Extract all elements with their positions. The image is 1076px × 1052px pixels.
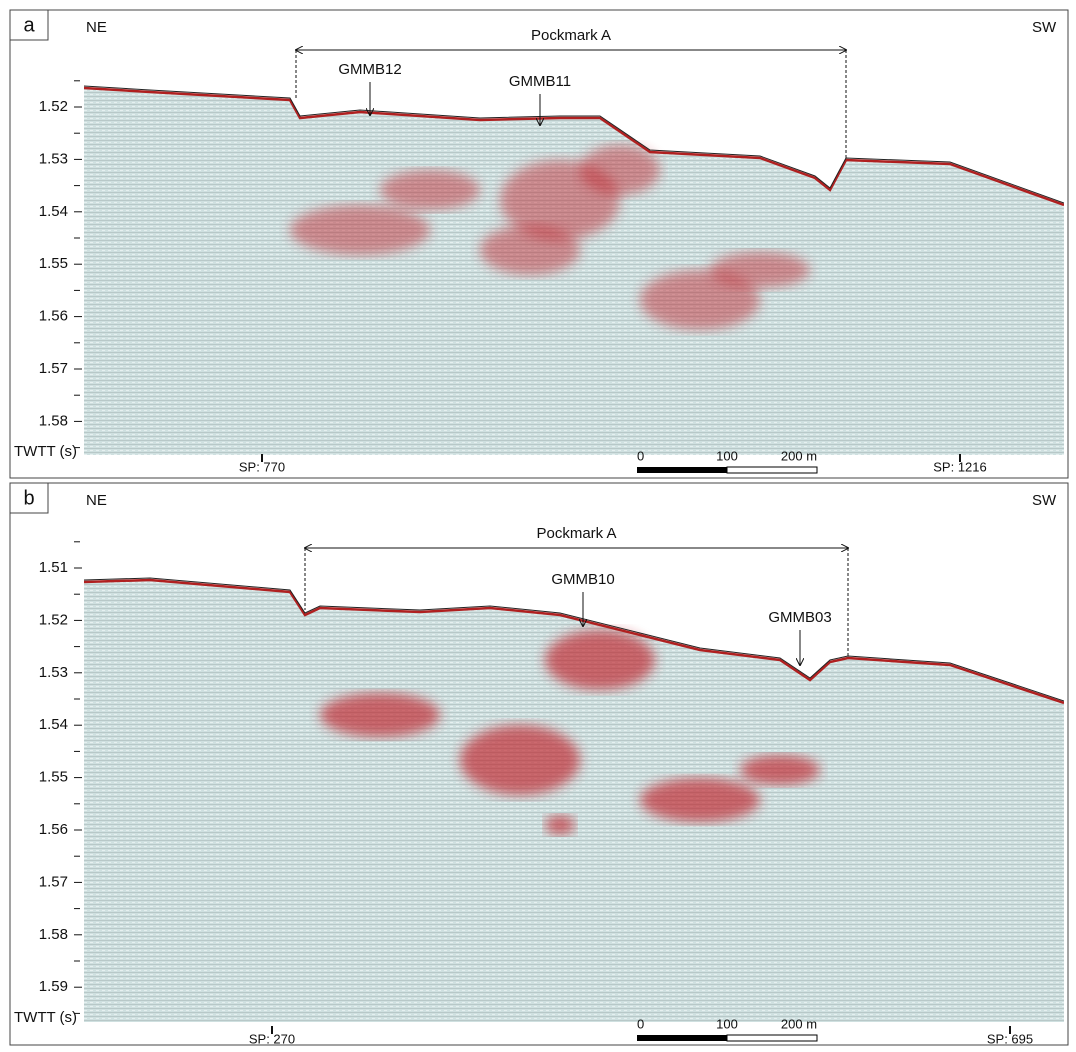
seafloor-top [84, 577, 1064, 702]
y-tick-label: 1.54 [39, 203, 68, 220]
y-tick-label: 1.55 [39, 255, 68, 272]
y-tick-label: 1.55 [39, 769, 68, 786]
seismic-image [84, 85, 1064, 455]
shotpoint-label: SP: 695 [987, 1031, 1033, 1046]
y-tick-label: 1.51 [39, 559, 68, 576]
right-label: SW [1032, 19, 1057, 36]
seafloor-top [84, 85, 1064, 204]
panel: a NE SW Pockmark A GMMB12 GMMB11 1.52 1.53 1.54 1… [9, 9, 1069, 479]
y-tick-label: 1.58 [39, 412, 68, 429]
left-label: NE [86, 492, 107, 509]
seafloor [84, 578, 1064, 705]
y-tick-label: 1.56 [39, 821, 68, 838]
reflection-anomaly [640, 270, 760, 330]
y-tick-label: 1.56 [39, 308, 68, 325]
reflection-anomaly [740, 755, 820, 785]
y-tick-label: 1.54 [39, 716, 68, 733]
left-label: NE [86, 19, 107, 36]
shotpoint-label: SP: 770 [239, 459, 285, 474]
panel-label-box [9, 482, 49, 514]
reflection-anomaly [480, 225, 580, 275]
scale-bar-white [726, 466, 818, 474]
feature-label: Pockmark A [536, 525, 616, 542]
reflection-anomaly [710, 252, 810, 288]
shotpoint-label: SP: 1216 [933, 459, 987, 474]
scale-bar-label: 100 [716, 448, 738, 463]
y-axis-label: TWTT (s) [14, 1009, 77, 1026]
core-label: GMMB10 [551, 571, 614, 588]
scale-bar-label: 200 m [781, 448, 817, 463]
y-tick-label: 1.57 [39, 873, 68, 890]
panel: b NE SW Pockmark A GMMB10 GMMB03 1.51 1.52 1.53 1… [9, 482, 1069, 1046]
shotpoint-label: SP: 270 [249, 1031, 295, 1046]
y-tick-label: 1.53 [39, 664, 68, 681]
scale-bar-black [637, 1035, 727, 1041]
y-tick-label: 1.53 [39, 150, 68, 167]
panel-label-box [9, 9, 49, 41]
panel-label: b [23, 487, 34, 509]
scale-bar-black [637, 467, 727, 473]
reflection-anomaly [640, 778, 760, 822]
seismic-image [84, 577, 1064, 1022]
reflection-anomaly [460, 725, 580, 795]
y-tick-label: 1.58 [39, 926, 68, 943]
reflection-anomaly [545, 815, 575, 835]
reflection-anomaly [380, 170, 480, 210]
scale-bar-label: 100 [716, 1016, 738, 1031]
seafloor [84, 86, 1064, 207]
right-label: SW [1032, 492, 1057, 509]
reflection-anomaly [320, 693, 440, 737]
scale-bar-label: 200 m [781, 1016, 817, 1031]
panel-label: a [23, 14, 35, 36]
scale-bar-label: 0 [637, 448, 644, 463]
reflection-anomaly [290, 205, 430, 255]
subsurface [84, 580, 1064, 1022]
subsurface [84, 88, 1064, 455]
core-label: GMMB12 [338, 61, 401, 78]
core-label: GMMB11 [509, 73, 571, 90]
reflection-anomaly [580, 145, 660, 195]
scale-bar-label: 0 [637, 1016, 644, 1031]
feature-label: Pockmark A [531, 27, 611, 44]
y-tick-label: 1.59 [39, 978, 68, 995]
scale-bar-white [726, 1034, 818, 1042]
y-tick-label: 1.57 [39, 360, 68, 377]
reflection-anomaly [545, 630, 655, 690]
y-axis-label: TWTT (s) [14, 443, 77, 460]
core-label: GMMB03 [768, 609, 831, 626]
y-tick-label: 1.52 [39, 98, 68, 115]
y-tick-label: 1.52 [39, 611, 68, 628]
